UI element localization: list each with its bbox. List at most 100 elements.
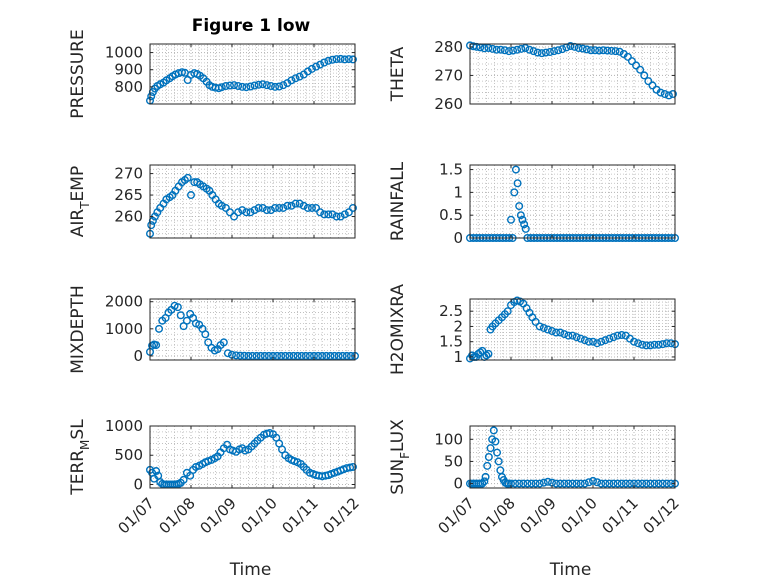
data-point — [295, 199, 304, 208]
data-point — [609, 479, 618, 488]
data-point — [597, 337, 606, 346]
data-point — [225, 208, 234, 217]
data-point — [264, 351, 273, 360]
subplot-theta: 260 270 280 THETA — [388, 38, 677, 113]
y-axis-label: SUNFLUX — [388, 419, 412, 495]
data-point — [250, 81, 259, 90]
y-tick-label: 265 — [114, 186, 143, 204]
data-point — [605, 334, 614, 343]
axes-box — [149, 298, 356, 361]
data-point — [340, 210, 349, 219]
data-point — [234, 208, 243, 217]
data-point — [593, 339, 602, 348]
data-point — [330, 351, 339, 360]
y-tick-label: 0 — [453, 475, 463, 493]
data-point — [541, 48, 550, 57]
data-point — [554, 46, 563, 55]
data-point — [572, 333, 581, 342]
data-point — [266, 81, 275, 90]
data-point — [648, 81, 657, 90]
data-point — [523, 479, 532, 488]
data-point — [484, 44, 493, 53]
data-point — [599, 46, 608, 55]
y-tick-label: 0 — [453, 229, 463, 247]
data-point — [511, 479, 520, 488]
data-point — [515, 479, 524, 488]
data-point — [613, 331, 622, 340]
subplot-air-temp: 260 265 270 AIRTEMP — [68, 164, 357, 239]
data-point — [307, 203, 316, 212]
data-point — [578, 44, 587, 53]
y-tick-label: 800 — [114, 78, 143, 96]
data-point — [275, 82, 284, 91]
data-point — [242, 208, 251, 217]
data-point — [597, 479, 606, 488]
data-point — [217, 201, 226, 210]
y-tick-label: 2 — [453, 317, 463, 335]
y-tick-label: 2000 — [105, 293, 143, 311]
data-point — [293, 351, 302, 360]
data-point — [320, 210, 329, 219]
y-tick-label: 900 — [114, 61, 143, 79]
y-tick-label: 100 — [434, 430, 463, 448]
data-point — [183, 173, 192, 182]
data-point — [481, 472, 490, 481]
data-point — [537, 49, 546, 58]
y-axis-label: AIRTEMP — [68, 166, 92, 237]
data-point — [529, 47, 538, 56]
y-tick-label: 0 — [133, 475, 143, 493]
data-point — [560, 330, 569, 339]
data-point — [328, 55, 337, 64]
y-axis-label-part: LUX — [388, 419, 408, 452]
data-point — [511, 165, 520, 174]
data-point — [518, 215, 527, 224]
data-point — [230, 212, 239, 221]
data-point — [654, 340, 663, 349]
data-point — [564, 479, 573, 488]
data-point — [275, 203, 284, 212]
data-point — [576, 334, 585, 343]
y-axis-label-subscript: M — [78, 440, 92, 450]
data-point — [504, 47, 513, 56]
data-point — [295, 72, 304, 81]
data-point — [584, 337, 593, 346]
data-point — [328, 210, 337, 219]
data-point — [492, 45, 501, 54]
data-point — [586, 46, 595, 55]
data-point — [246, 82, 255, 91]
data-point — [593, 478, 602, 487]
y-axis-label: MIXDEPTH — [68, 285, 88, 374]
data-point — [336, 212, 345, 221]
y-axis-label: H2OMIXRA — [388, 284, 408, 375]
data-point — [658, 479, 667, 488]
data-point — [582, 45, 591, 54]
data-point — [173, 303, 182, 312]
data-point — [603, 46, 612, 55]
data-point — [307, 64, 316, 73]
data-point — [287, 201, 296, 210]
data-point — [638, 340, 647, 349]
data-point — [305, 351, 314, 360]
data-point — [566, 42, 575, 51]
data-point — [545, 48, 554, 57]
axes-box — [469, 43, 676, 105]
data-point — [260, 351, 269, 360]
data-point — [617, 330, 626, 339]
data-point — [281, 351, 290, 360]
subplot-rainfall: 0 0.5 1 1.5 RAINFALL — [388, 161, 680, 247]
data-point — [219, 338, 228, 347]
data-point — [558, 45, 567, 54]
data-point — [316, 208, 325, 217]
y-tick-label: 270 — [434, 66, 463, 84]
axes-box — [469, 425, 676, 489]
y-axis-label: RAINFALL — [388, 161, 408, 241]
data-point — [611, 47, 620, 56]
data-point — [632, 61, 641, 70]
data-point — [324, 210, 333, 219]
y-tick-label: 50 — [444, 452, 463, 470]
data-point — [662, 479, 671, 488]
data-point — [513, 45, 522, 54]
data-point — [509, 46, 518, 55]
data-point — [271, 82, 280, 91]
data-point — [230, 81, 239, 90]
